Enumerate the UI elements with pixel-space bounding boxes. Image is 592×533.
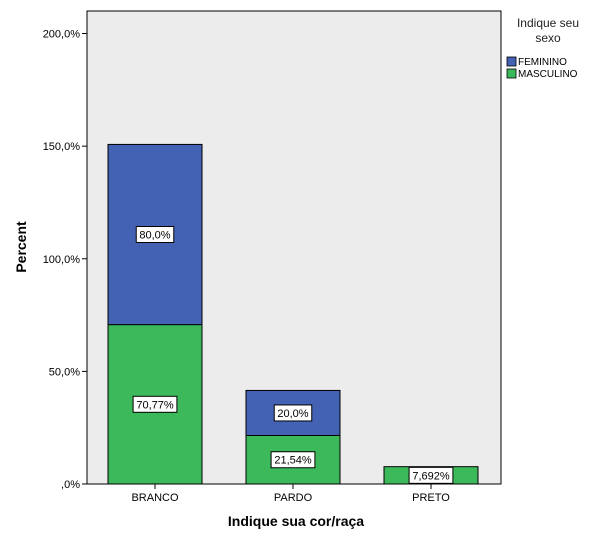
data-label-box — [132, 395, 178, 413]
legend-label: FEMININO — [518, 57, 567, 68]
legend-title: sexo — [535, 31, 561, 45]
data-label: 7,692% — [412, 470, 450, 482]
y-axis: ,0% 50,0% 100,0% 150,0% 200,0% — [43, 29, 87, 491]
x-tick-label: BRANCO — [131, 492, 179, 504]
data-label-box — [270, 451, 316, 469]
x-axis: BRANCO PARDO PRETO — [131, 484, 450, 504]
data-label: 80,0% — [139, 230, 170, 242]
data-label: 70,77% — [136, 399, 174, 411]
x-axis-title: Indique sua cor/raça — [228, 513, 364, 529]
data-label-box — [135, 226, 175, 244]
y-axis-title: Percent — [13, 221, 29, 273]
y-tick-label: 150,0% — [43, 141, 81, 153]
data-label: 20,0% — [277, 408, 308, 420]
x-tick-label: PRETO — [412, 492, 450, 504]
y-tick-label: 50,0% — [49, 366, 80, 378]
legend-swatch — [506, 68, 517, 79]
y-tick-label: 200,0% — [43, 29, 81, 41]
legend-title: Indique seu — [517, 16, 579, 30]
y-tick-label: 100,0% — [43, 254, 81, 266]
legend-swatch — [506, 56, 517, 67]
x-tick-label: PARDO — [274, 492, 313, 504]
data-label-box — [273, 404, 313, 422]
data-label-box — [408, 466, 454, 484]
y-tick-label: ,0% — [61, 479, 80, 491]
bars: 70,77% 80,0% 21,54% 20,0% 7,692% — [107, 143, 479, 485]
legend-label: MASCULINO — [518, 69, 578, 80]
data-label: 21,54% — [274, 455, 312, 467]
